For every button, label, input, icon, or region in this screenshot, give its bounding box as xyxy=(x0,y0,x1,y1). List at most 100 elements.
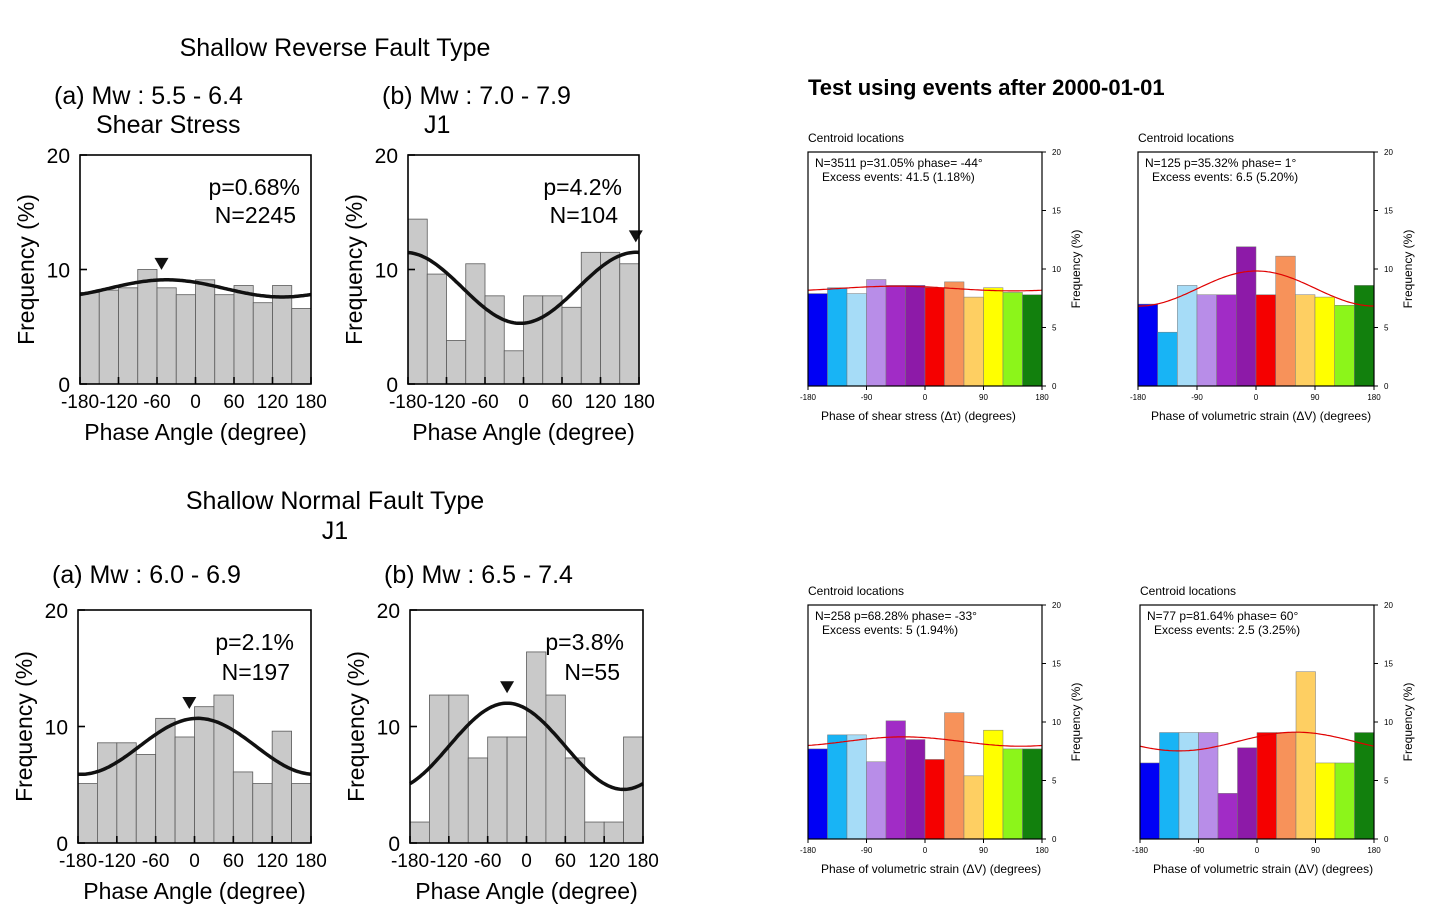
histogram-bar xyxy=(963,296,984,387)
histogram-bar xyxy=(291,308,312,385)
y-tick-label: 10 xyxy=(1384,265,1393,274)
histogram-bar xyxy=(426,273,447,385)
fit-curve xyxy=(807,736,1043,747)
histogram-bar xyxy=(1178,732,1199,840)
chart-test-volumetric-1: Centroid locations 0 5 10 15 20 -180 -90 0 90 180 P… xyxy=(1130,131,1415,423)
annotation-excess: Excess events: 2.5 (3.25%) xyxy=(1154,623,1300,637)
histogram-bar xyxy=(77,783,98,844)
panel-subtitle: J1 xyxy=(424,111,450,139)
histogram-bar xyxy=(1256,732,1277,840)
histogram-bar xyxy=(564,757,586,844)
histogram-bar xyxy=(487,736,508,844)
y-tick-label: 5 xyxy=(1052,777,1057,786)
histogram-bar xyxy=(807,748,828,840)
histogram-bar xyxy=(1022,294,1043,387)
x-tick-label: 180 xyxy=(1367,846,1381,855)
histogram-bar xyxy=(1334,305,1355,387)
histogram-bar xyxy=(1354,732,1375,840)
histogram-bar xyxy=(580,251,601,385)
histogram-bar xyxy=(1314,296,1335,387)
x-tick-label: -60 xyxy=(143,392,170,413)
histogram-bar xyxy=(827,734,848,840)
annotation-n: N=2245 xyxy=(215,202,296,228)
x-tick-label: -60 xyxy=(471,392,498,413)
panel-header: Centroid locations xyxy=(1138,131,1234,145)
x-tick-label: 180 xyxy=(295,851,327,872)
annotation-stats: N=3511 p=31.05% phase= -44° xyxy=(815,156,983,170)
histogram-bar xyxy=(175,294,196,385)
x-tick-label: 0 xyxy=(923,846,928,855)
y-tick-label: 0 xyxy=(1052,835,1057,844)
normal-fault-title: Shallow Normal Fault Type xyxy=(186,487,484,515)
x-tick-label: -180 xyxy=(59,851,97,872)
fit-curve xyxy=(78,716,312,777)
chart-test-shear: Centroid locations 0 5 10 15 20 -180 -90 0 90 180 P… xyxy=(800,131,1083,423)
panel-label: (b) Mw : 7.0 - 7.9 xyxy=(382,82,571,110)
x-tick-label: 180 xyxy=(1035,393,1049,402)
y-tick-label: 20 xyxy=(1384,148,1393,157)
y-axis-label: Frequency (%) xyxy=(11,651,37,802)
y-axis-label: Frequency (%) xyxy=(341,194,367,345)
histogram-bar xyxy=(963,775,984,840)
y-tick-label: 20 xyxy=(1384,601,1393,610)
fit-curve xyxy=(807,285,1043,292)
histogram-bar xyxy=(1139,762,1160,840)
y-tick-label: 20 xyxy=(377,600,400,623)
y-tick-label: 20 xyxy=(47,145,70,168)
histogram-bar xyxy=(584,821,605,844)
x-tick-label: 0 xyxy=(521,851,532,872)
x-tick-label: -120 xyxy=(99,392,137,413)
y-tick-label: 20 xyxy=(1052,601,1061,610)
annotation-n: N=55 xyxy=(564,659,620,685)
x-tick-label: 90 xyxy=(979,393,988,402)
x-axis-label: Phase of volumetric strain (ΔV) (degrees… xyxy=(1151,409,1371,423)
histogram-bar xyxy=(905,739,926,840)
x-tick-label: 180 xyxy=(1367,393,1381,402)
histogram-bar xyxy=(1295,294,1316,387)
chart-normal-b: (b) Mw : 6.5 - 7.4 0 10 20 -180 -120 -60 0 60 120… xyxy=(343,561,659,904)
histogram-bar xyxy=(983,287,1004,387)
histogram-bar xyxy=(233,285,254,385)
y-tick-label: 5 xyxy=(1384,777,1389,786)
y-tick-label: 20 xyxy=(1052,148,1061,157)
y-tick-label: 10 xyxy=(1384,718,1393,727)
x-tick-label: 90 xyxy=(979,846,988,855)
y-tick-label: 0 xyxy=(1052,382,1057,391)
peak-marker xyxy=(182,697,197,710)
x-tick-label: -120 xyxy=(430,851,468,872)
reverse-fault-title: Shallow Reverse Fault Type xyxy=(180,34,491,62)
histogram-bar xyxy=(827,287,848,387)
histogram-bar xyxy=(561,306,582,385)
y-tick-label: 5 xyxy=(1052,324,1057,333)
histogram-bar xyxy=(271,730,292,844)
histogram-bar xyxy=(291,783,312,844)
histogram-bar xyxy=(1334,762,1355,840)
y-tick-label: 15 xyxy=(1052,660,1061,669)
fit-curve xyxy=(1139,731,1375,752)
histogram-bar xyxy=(194,706,215,844)
x-axis-label: Phase of volumetric strain (ΔV) (degrees… xyxy=(821,862,1041,876)
histogram-bar xyxy=(1255,294,1276,387)
histogram-bar xyxy=(272,285,293,385)
panel-label: (a) Mw : 5.5 - 6.4 xyxy=(54,82,243,110)
fit-curve xyxy=(409,701,644,792)
x-tick-label: -180 xyxy=(391,851,429,872)
histogram-bar xyxy=(135,754,157,844)
histogram-bar xyxy=(885,285,906,387)
annotation-p: p=4.2% xyxy=(543,174,622,200)
annotation-stats: N=258 p=68.28% phase= -33° xyxy=(815,609,977,623)
x-tick-label: 120 xyxy=(585,392,617,413)
histogram-bar xyxy=(118,287,139,385)
histogram-bar xyxy=(545,694,566,844)
x-tick-label: 0 xyxy=(189,851,200,872)
y-tick-label: 10 xyxy=(1052,718,1061,727)
y-axis-label: Frequency (%) xyxy=(1401,683,1415,762)
x-tick-label: -180 xyxy=(1132,846,1149,855)
histogram-bar xyxy=(79,291,100,385)
histogram-bar xyxy=(1237,747,1258,840)
x-tick-label: 0 xyxy=(1254,393,1259,402)
histogram-bar xyxy=(467,757,489,844)
histogram-bar xyxy=(983,729,1004,840)
